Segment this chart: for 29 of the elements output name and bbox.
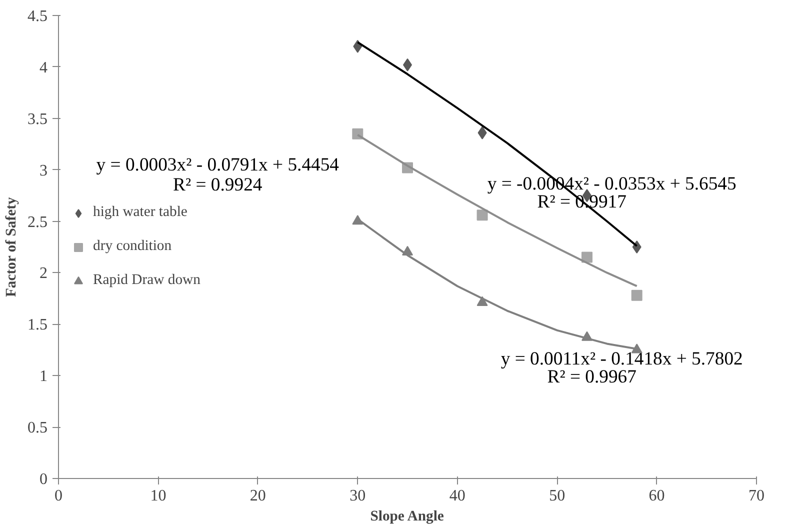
x-tick-label: 70 — [748, 488, 764, 504]
y-axis-title: Factor of Safety — [4, 196, 20, 298]
y-tick-label: 0 — [40, 471, 48, 488]
y-tick-label: 2 — [40, 265, 48, 282]
y-tick-label: 0.5 — [28, 420, 48, 437]
annotation: y = 0.0003x² - 0.0791x + 5.4454 — [96, 154, 340, 176]
x-tick-label: 40 — [449, 488, 466, 504]
x-tick-label: 20 — [250, 488, 266, 504]
x-tick-label: 0 — [54, 488, 62, 504]
y-tick-label: 3 — [40, 162, 48, 180]
y-tick-label: 2.5 — [28, 214, 48, 231]
y-tick-label: 4 — [40, 59, 48, 76]
y-tick-label: 4.5 — [28, 8, 48, 25]
y-tick-label: 3.5 — [28, 110, 48, 128]
x-tick-label: 50 — [549, 488, 566, 504]
point — [476, 210, 488, 221]
point — [631, 290, 642, 301]
y-tick-label: 1.5 — [28, 316, 48, 334]
legend-label: high water table — [93, 204, 188, 221]
legend-label: dry condition — [93, 238, 172, 255]
y-tick-label: 1 — [40, 368, 48, 386]
point — [581, 252, 592, 263]
annotation: R² = 0.9924 — [173, 174, 263, 196]
x-tick-label: 30 — [350, 488, 366, 504]
x-tick-label: 10 — [150, 488, 166, 504]
point — [478, 126, 487, 140]
legend-label: Rapid Draw down — [93, 272, 200, 289]
x-tick-label: 60 — [648, 488, 665, 504]
x-axis-title: Slope Angle — [370, 508, 444, 524]
